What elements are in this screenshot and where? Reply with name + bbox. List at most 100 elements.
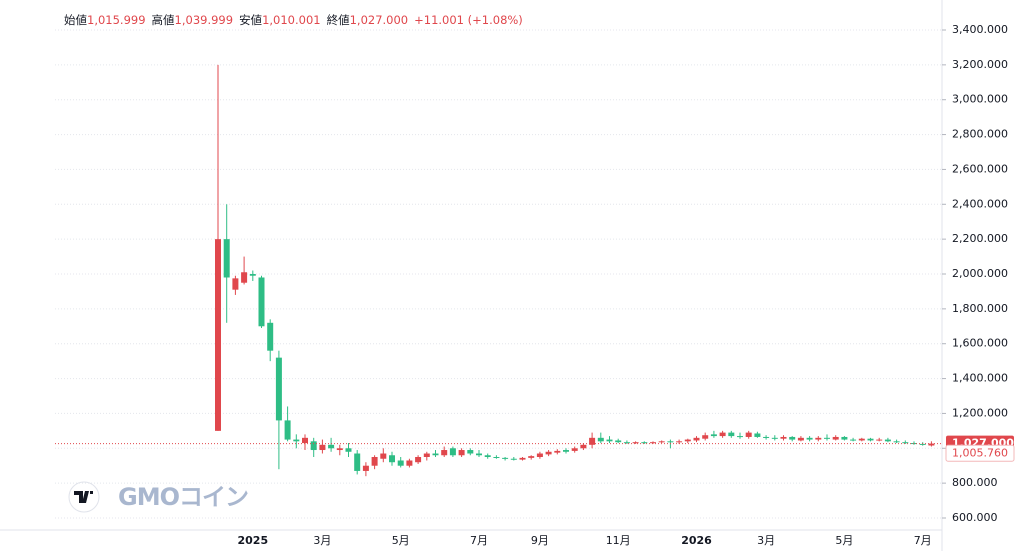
candle-body: [432, 453, 439, 456]
x-tick-label: 9月: [531, 534, 549, 547]
candle-body: [745, 432, 752, 437]
candle-body: [676, 441, 683, 443]
ohlc-label: 始値: [64, 13, 87, 27]
candle-body: [319, 444, 326, 451]
candle-body: [389, 455, 395, 463]
y-tick-label: 1,400.000: [952, 372, 1008, 385]
candle-body: [249, 274, 256, 276]
x-tick-label: 7月: [470, 534, 488, 547]
ohlc-change: +11.001 (+1.08%): [414, 13, 523, 27]
y-tick-label: 600.000: [952, 511, 998, 524]
candle-body: [780, 436, 787, 439]
candle-body: [806, 437, 813, 440]
candle-body: [623, 442, 630, 444]
x-tick-label: 3月: [313, 534, 331, 547]
ohlc-value: 1,010.001: [262, 13, 321, 27]
candle-body: [415, 457, 422, 463]
candle-body: [615, 440, 622, 443]
candle-body: [371, 457, 378, 466]
candle-body: [650, 442, 656, 444]
candle-body: [545, 451, 552, 455]
y-tick-label: 1,800.000: [952, 302, 1008, 315]
candle-body: [824, 437, 830, 439]
other-price-box: [945, 444, 1015, 462]
candle-body: [763, 436, 770, 438]
candle-body: [554, 450, 561, 453]
candle-body: [884, 439, 891, 442]
candle-body: [606, 439, 613, 442]
candle-body: [502, 457, 509, 459]
y-tick-label: 2,600.000: [952, 162, 1008, 175]
candle-body: [580, 444, 587, 449]
candle-body: [223, 239, 230, 278]
candle-body: [267, 322, 274, 351]
candle-body: [293, 439, 300, 442]
candle-body: [258, 277, 265, 327]
candle-body: [406, 460, 413, 466]
candle-body: [328, 444, 335, 449]
candle-body: [519, 457, 526, 460]
watermark: GMOコイン: [118, 483, 248, 511]
candle-body: [684, 439, 691, 442]
candle-body: [876, 439, 883, 441]
candle-body: [667, 441, 674, 443]
candle-body: [275, 357, 282, 421]
candle-body: [815, 437, 822, 440]
ohlc-header: 始値1,015.999 高値1,039.999 安値1,010.001 終値1,027…: [64, 13, 523, 27]
candle-body: [911, 443, 917, 445]
ohlc-label: 高値: [152, 13, 175, 27]
candle-body: [641, 442, 648, 444]
y-tick-label: 2,800.000: [952, 128, 1008, 141]
candle-body: [302, 437, 308, 444]
candle-body: [354, 453, 361, 471]
candle-body: [528, 456, 535, 458]
candle-body: [858, 438, 865, 441]
candle-body: [423, 453, 430, 457]
candle-body: [232, 278, 239, 290]
candle-body: [215, 239, 221, 431]
y-tick-label: 2,200.000: [952, 232, 1008, 245]
candle-body: [310, 441, 317, 451]
candle-body: [928, 443, 935, 446]
y-tick-label: 1,600.000: [952, 337, 1008, 350]
candle-body: [397, 460, 404, 466]
candle-body: [632, 442, 639, 444]
x-tick-label: 3月: [757, 534, 775, 547]
candle-body: [597, 437, 604, 442]
candle-body: [571, 448, 578, 451]
candle-body: [380, 453, 387, 459]
candle-body: [702, 435, 709, 439]
candle-body: [893, 441, 900, 443]
candle-body: [754, 433, 761, 437]
candle-body: [467, 450, 474, 454]
candle-body: [241, 272, 248, 283]
candle-body: [867, 438, 874, 441]
ohlc-value: 1,015.999: [87, 13, 146, 27]
candle-body: [336, 448, 343, 451]
candle-body: [710, 434, 717, 437]
y-tick-label: 3,200.000: [952, 58, 1008, 71]
candle-body: [484, 455, 491, 457]
candle-body: [284, 420, 291, 440]
ohlc-value: 1,027.000: [350, 13, 409, 27]
candle-body: [362, 465, 369, 471]
candle-body: [458, 450, 465, 456]
candle-body: [789, 436, 796, 440]
y-tick-label: 3,400.000: [952, 23, 1008, 36]
candle-body: [919, 443, 926, 445]
candle-body: [589, 437, 596, 445]
ohlc-label: 終値: [327, 13, 350, 27]
candle-body: [345, 448, 352, 452]
x-tick-label: 7月: [914, 534, 932, 547]
candle-body: [728, 432, 735, 437]
candle-body: [563, 450, 569, 452]
candle-body: [832, 436, 839, 440]
candle-body: [493, 457, 500, 458]
y-tick-label: 3,000.000: [952, 93, 1008, 106]
candle-body: [850, 439, 857, 441]
y-tick-label: 800.000: [952, 476, 998, 489]
x-tick-label: 2025: [237, 534, 268, 547]
x-tick-label: 5月: [835, 534, 853, 547]
y-tick-label: 1,200.000: [952, 406, 1008, 419]
